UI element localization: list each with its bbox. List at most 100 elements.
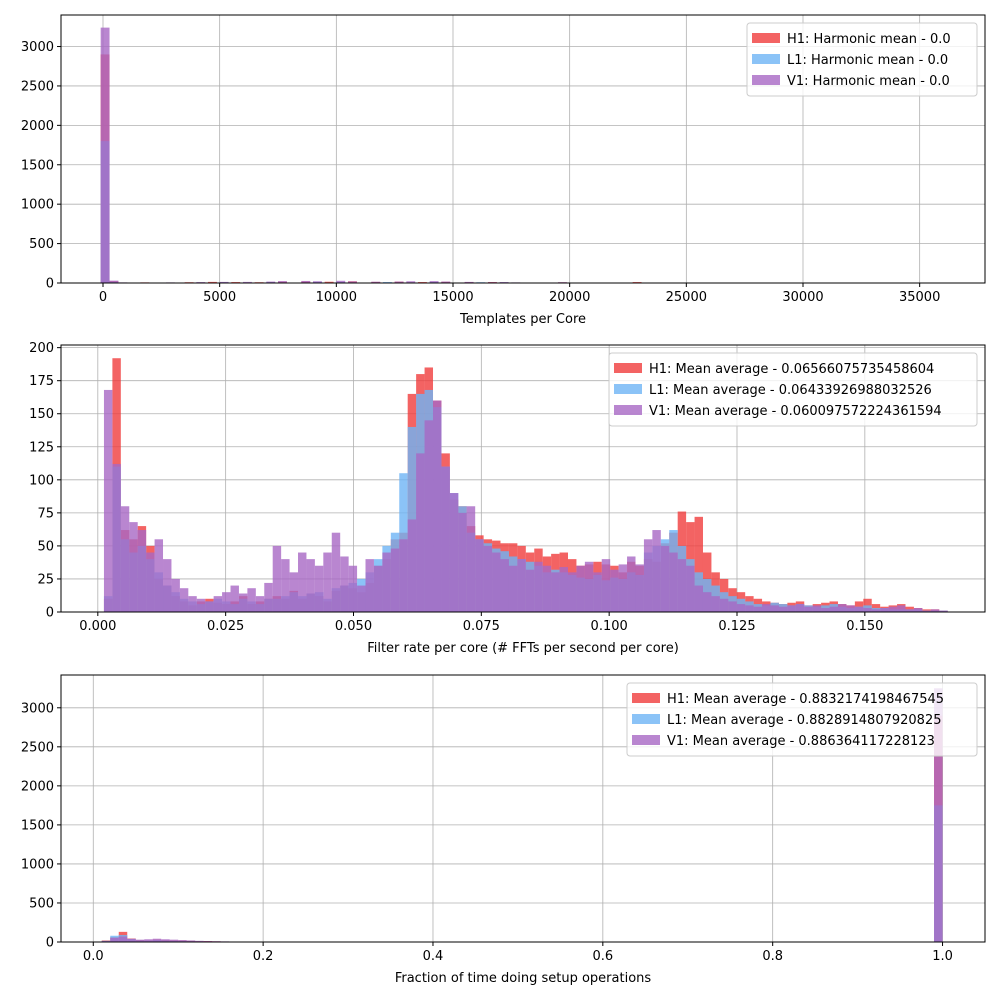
- histogram-bar: [365, 559, 374, 612]
- histogram-bar: [728, 601, 737, 612]
- histogram-bar: [103, 389, 113, 612]
- y-tick-label: 75: [37, 506, 54, 521]
- histogram-bar: [464, 281, 474, 283]
- chart-panel-1: 0 5000 10000 15000 20000 25000 30000 35000 0 500 1…: [21, 14, 986, 327]
- x-tick-label: 20000: [549, 290, 590, 305]
- histogram-bar: [247, 588, 256, 612]
- histogram-bar: [163, 559, 172, 612]
- histogram-bar: [492, 552, 501, 612]
- histogram-bar: [301, 280, 311, 283]
- legend-swatch: [614, 405, 642, 415]
- histogram-bar: [897, 605, 906, 612]
- histogram-bar: [424, 420, 434, 612]
- histogram-bar: [719, 598, 729, 612]
- histogram-bar: [118, 936, 128, 942]
- histogram-bar: [610, 569, 619, 612]
- x-tick-label: 0: [99, 290, 107, 305]
- histogram-bar: [745, 605, 754, 612]
- plot-frame: [60, 14, 986, 284]
- histogram-bar: [179, 588, 189, 612]
- histogram-bar: [702, 592, 712, 612]
- x-tick-label: 30000: [782, 290, 823, 305]
- series-3-bars: [103, 389, 948, 612]
- histogram-bar: [888, 606, 898, 612]
- histogram-bar: [913, 608, 923, 612]
- histogram-bar: [483, 545, 493, 612]
- x-tick-label: 0.150: [846, 619, 883, 634]
- histogram-bar: [161, 939, 170, 942]
- histogram-bar: [694, 516, 703, 612]
- y-tick-label: 50: [37, 539, 54, 554]
- legend-swatch: [632, 735, 660, 745]
- histogram-bar: [458, 512, 467, 612]
- histogram-bar: [205, 601, 214, 612]
- histogram-bar: [382, 552, 391, 612]
- histogram-bar: [787, 605, 796, 612]
- histogram-bar: [829, 606, 838, 612]
- histogram-bar: [795, 604, 805, 612]
- histogram-bar: [289, 572, 299, 612]
- histogram-bar: [567, 572, 577, 612]
- histogram-bar: [905, 609, 914, 612]
- histogram-bar: [669, 552, 678, 612]
- x-axis-label: Fraction of time doing setup operations: [395, 971, 652, 986]
- histogram-bar: [534, 561, 543, 612]
- histogram-bar: [635, 564, 644, 612]
- legend-frame: [746, 22, 978, 97]
- legend-swatch: [632, 714, 660, 724]
- histogram-bar: [336, 280, 346, 283]
- histogram-bar: [880, 608, 889, 612]
- y-tick-label: 500: [29, 237, 54, 252]
- histogram-bar: [934, 688, 943, 942]
- histogram-bar: [429, 281, 439, 283]
- histogram-bar: [449, 493, 459, 612]
- x-tick-label: 0.050: [335, 619, 372, 634]
- histogram-bar: [399, 539, 408, 612]
- legend-swatch: [632, 693, 660, 703]
- histogram-bar: [584, 561, 594, 612]
- histogram-bar: [196, 598, 206, 612]
- x-tick-label: 0.000: [79, 619, 116, 634]
- histogram-bar: [551, 572, 560, 612]
- histogram-bar: [508, 565, 518, 612]
- plot-frame: [60, 344, 986, 613]
- histogram-bar: [542, 565, 552, 612]
- histogram-bar: [593, 572, 602, 612]
- x-tick-label: 5000: [203, 290, 236, 305]
- legend-frame: [626, 682, 978, 757]
- x-axis-label: Templates per Core: [459, 312, 586, 327]
- histogram-bar: [686, 565, 695, 612]
- histogram-bar: [441, 281, 451, 283]
- y-tick-label: 125: [29, 440, 54, 455]
- histogram-bar: [812, 605, 822, 612]
- histogram-bar: [243, 281, 252, 283]
- legend-swatch: [752, 33, 780, 43]
- x-axis-label: Filter rate per core (# FFTs per second …: [367, 641, 679, 656]
- histogram-bar: [146, 552, 155, 612]
- histogram-bar: [736, 604, 746, 612]
- histogram-bar: [278, 281, 287, 283]
- y-tick-label: 2500: [21, 740, 54, 755]
- histogram-bar: [188, 596, 197, 612]
- y-tick-label: 0: [46, 936, 54, 951]
- legend: H1: Mean average - 0.06566075735458604 L1…: [608, 352, 978, 427]
- y-tick-label: 3000: [21, 40, 54, 55]
- x-tick-label: 0.4: [423, 949, 444, 964]
- chart-panel-3: 0.0 0.2 0.4 0.6 0.8 1.0 0 500 1000 1500 2000 2500 30…: [21, 674, 986, 986]
- histogram-bar: [313, 281, 322, 283]
- histogram-bar: [314, 565, 324, 612]
- histogram-bar: [601, 559, 611, 612]
- histogram-bar: [770, 605, 779, 612]
- legend-label: L1: Mean average - 0.06433926988032526: [649, 383, 932, 398]
- histogram-bar: [348, 565, 358, 612]
- histogram-bar: [152, 938, 162, 942]
- histogram-bar: [525, 569, 535, 612]
- legend-swatch: [752, 75, 780, 85]
- x-tick-label: 35000: [899, 290, 940, 305]
- histogram-bar: [298, 552, 307, 612]
- histogram-bar: [837, 604, 847, 612]
- x-tick-label: 0.100: [591, 619, 628, 634]
- histogram-bar: [178, 940, 187, 942]
- histogram-bar: [804, 606, 813, 612]
